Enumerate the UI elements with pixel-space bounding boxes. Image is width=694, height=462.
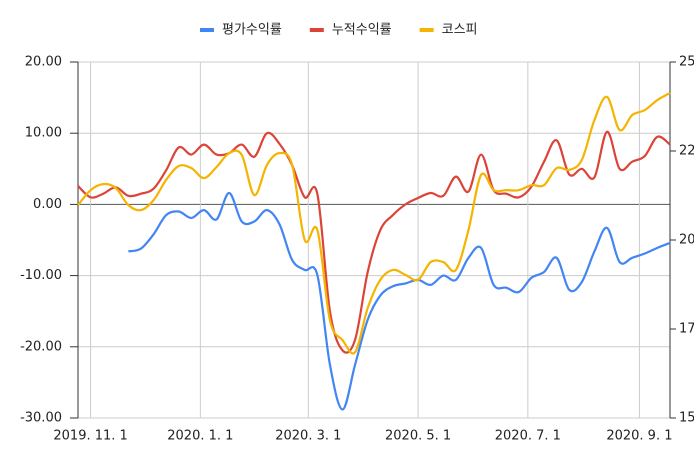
y2-tick-label: 1750 bbox=[679, 322, 694, 337]
x-tick-label: 2020. 1. 1 bbox=[167, 429, 233, 444]
series-line bbox=[77, 130, 671, 354]
x-tick-label: 2020. 5. 1 bbox=[385, 429, 451, 444]
y2-tick-label: 2000 bbox=[679, 233, 694, 248]
x-tick-label: 2019. 11. 1 bbox=[53, 429, 127, 444]
x-tick-label: 2020. 3. 1 bbox=[275, 429, 341, 444]
x-tick-label: 2020. 9. 1 bbox=[606, 429, 672, 444]
y-tick-label: 20.00 bbox=[25, 55, 62, 70]
y-tick-label: 0.00 bbox=[33, 197, 62, 212]
y-tick-label: -20.00 bbox=[20, 339, 62, 354]
legend-label: 코스피 bbox=[442, 23, 478, 38]
y-tick-label: 10.00 bbox=[25, 126, 62, 141]
y-tick-label: -10.00 bbox=[20, 268, 62, 283]
y2-tick-label: 1500 bbox=[679, 411, 694, 426]
y2-tick-label: 2500 bbox=[679, 55, 694, 70]
series-line bbox=[128, 191, 671, 411]
x-tick-label: 2020. 7. 1 bbox=[495, 429, 561, 444]
series-line bbox=[77, 92, 671, 355]
y2-tick-label: 2250 bbox=[679, 144, 694, 159]
y-tick-label: -30.00 bbox=[20, 411, 62, 426]
legend-label: 누적수익률 bbox=[332, 23, 392, 38]
legend-label: 평가수익률 bbox=[222, 23, 282, 38]
